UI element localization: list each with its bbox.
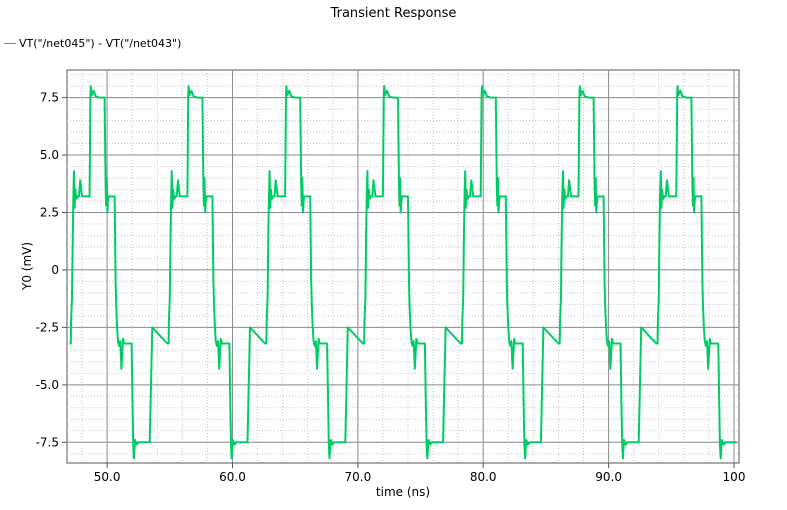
legend-swatch xyxy=(4,43,16,44)
series-line xyxy=(69,85,737,460)
x-axis-label: time (ns) xyxy=(376,485,430,499)
y-tick-label: 5.0 xyxy=(40,148,59,162)
tick-labels: 50.0 60.0 70.0 80.0 90.0 100 -7.5 -5.0 -2.5 0 2.5 5… xyxy=(36,91,746,484)
x-tick-label: 100 xyxy=(723,470,746,484)
legend: VT("/net045") - VT("/net043") xyxy=(4,37,181,50)
y-tick-label: -2.5 xyxy=(36,320,59,334)
y-tick-label: -7.5 xyxy=(36,435,59,449)
chart-title: Transient Response xyxy=(330,6,457,21)
major-grid xyxy=(67,70,739,463)
legend-label: VT("/net045") - VT("/net043") xyxy=(19,37,182,50)
x-tick-label: 50.0 xyxy=(94,470,121,484)
x-tick-label: 80.0 xyxy=(470,470,497,484)
x-tick-label: 70.0 xyxy=(345,470,372,484)
axis-ticks xyxy=(62,97,735,468)
series-group xyxy=(69,85,737,460)
x-tick-label: 60.0 xyxy=(219,470,246,484)
y-axis-label: Y0 (mV) xyxy=(20,242,34,291)
x-tick-label: 90.0 xyxy=(595,470,622,484)
y-tick-label: -5.0 xyxy=(36,378,59,392)
plot-area xyxy=(66,69,740,464)
y-tick-label: 2.5 xyxy=(40,206,59,220)
y-tick-label: 7.5 xyxy=(40,91,59,105)
y-tick-label: 0 xyxy=(51,263,59,277)
